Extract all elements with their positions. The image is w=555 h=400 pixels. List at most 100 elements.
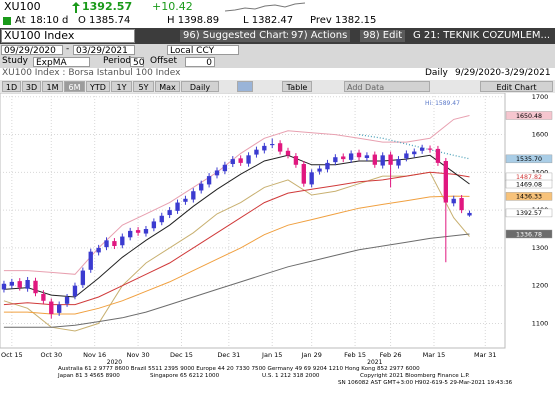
candle-body	[443, 161, 448, 203]
period-label: Period	[103, 56, 132, 66]
add-data[interactable]: Add Data	[344, 81, 430, 92]
period-row: 1D 3D 1M 6M YTD 1Y 5Y Max Daily Table Ad…	[0, 80, 555, 93]
candle-body	[325, 162, 330, 170]
ma-line	[3, 233, 470, 328]
period-button[interactable]: YTD	[86, 81, 110, 92]
y-tick-label: 1100	[532, 319, 549, 327]
candle-body	[214, 170, 220, 176]
value-tag-label: 1436.33	[516, 194, 542, 201]
start-date[interactable]: 09/29/2020	[1, 45, 63, 56]
ma-line	[3, 115, 470, 275]
value-tag-label: 1392.57	[516, 210, 542, 217]
edit-chart[interactable]: Edit Chart	[480, 81, 553, 92]
study-row: Study ExpMA Period 50 Offset 0	[0, 56, 555, 68]
period-button[interactable]: 1M	[42, 81, 63, 92]
open: O 1385.74	[78, 15, 131, 26]
up-arrow	[72, 2, 80, 13]
value-tag-label: 1650.48	[516, 113, 542, 120]
chart: Australia 61 2 9777 8600 Brazil 5511 239…	[0, 93, 553, 386]
change: +10.42	[152, 0, 193, 13]
year-label: 2020	[107, 359, 122, 366]
candle-body	[404, 153, 409, 159]
ma-line	[3, 171, 470, 332]
candle-body	[222, 164, 228, 172]
span: 9/29/2020-3/29/2021	[455, 68, 551, 78]
study-select[interactable]: ExpMA	[33, 57, 90, 68]
ohlc-row: At 18:10 d O 1385.74 H 1398.89 L 1382.47…	[0, 14, 555, 28]
period-field[interactable]: 50	[130, 57, 144, 68]
candle-body	[49, 301, 54, 314]
candle-body	[199, 183, 204, 191]
candle-body	[183, 198, 188, 202]
y-tick-label: 1700	[532, 93, 549, 101]
time-label: At	[15, 15, 26, 26]
candle-body	[80, 270, 86, 285]
footer: SN 106082 AST GMT+3:00 H902-619-5 29-Mar…	[338, 380, 513, 386]
value-tag	[505, 192, 553, 201]
footer: Copyright 2021 Bloomberg Finance L.P.	[360, 373, 470, 379]
candle-body	[380, 155, 385, 166]
chart-icon[interactable]	[237, 81, 253, 92]
y-tick-label: 1600	[532, 131, 549, 139]
candle-body	[254, 149, 259, 155]
candle-body	[356, 152, 362, 158]
period-button[interactable]: 5Y	[133, 81, 154, 92]
prev: Prev 1382.15	[310, 15, 377, 26]
x-tick-label: Nov 16	[83, 351, 106, 359]
toolbar-button[interactable]: 97) Actions	[288, 30, 351, 42]
footer: Japan 81 3 4565 8900	[57, 373, 120, 379]
candle-body	[167, 210, 172, 216]
footer: Singapore 65 6212 1000	[150, 373, 220, 379]
candle-body	[293, 156, 299, 165]
candle-body	[238, 158, 243, 163]
period-button[interactable]: 6M	[64, 81, 85, 92]
description: XU100 Index : Borsa Istanbul 100 Index	[2, 68, 181, 78]
candle-body	[341, 156, 346, 160]
period-button[interactable]: 1D	[2, 81, 21, 92]
security-field[interactable]: XU100 Index	[1, 29, 135, 43]
offset-field[interactable]: 0	[185, 57, 215, 68]
candle-body	[333, 157, 338, 163]
value-tag	[505, 154, 553, 164]
candle-body	[301, 164, 306, 184]
x-tick-label: Dec 31	[217, 351, 240, 359]
table-button[interactable]: Table	[282, 81, 312, 92]
candle-body	[348, 153, 354, 160]
x-tick-label: Mar 15	[423, 351, 446, 359]
candle-body	[104, 240, 109, 248]
candle-body	[467, 212, 472, 216]
low: L 1382.47	[243, 15, 294, 26]
high: H 1398.89	[167, 15, 220, 26]
toolbar-button[interactable]: 98) Edit	[360, 30, 406, 42]
candle-body	[451, 198, 456, 204]
x-tick-label: Nov 30	[127, 351, 150, 359]
toolbar-button[interactable]: 96) Suggested Charts	[180, 30, 295, 42]
value-tag-label: 1487.82	[516, 174, 542, 181]
candle-body	[427, 148, 433, 150]
status-dot	[3, 17, 11, 25]
interval-select[interactable]: Daily	[181, 81, 219, 92]
candle-body	[412, 151, 417, 155]
candle-body	[372, 154, 377, 165]
x-tick-label: Dec 15	[170, 351, 193, 359]
candle-body	[41, 293, 46, 301]
candle-body	[270, 144, 275, 146]
ma-line	[358, 133, 470, 160]
candle-body	[96, 247, 101, 253]
candle-body	[151, 221, 157, 229]
candle-body	[57, 304, 62, 313]
candle-body	[1, 283, 7, 290]
period-button[interactable]: 1Y	[111, 81, 132, 92]
y-tick-label: 1200	[532, 282, 549, 290]
candle-body	[277, 143, 283, 152]
x-tick-label: Jan 29	[301, 351, 322, 359]
currency[interactable]: Local CCY	[167, 45, 239, 56]
ma-line	[3, 171, 470, 306]
end-date[interactable]: 03/29/2021	[73, 45, 135, 56]
period-button[interactable]: Max	[155, 81, 180, 92]
period-button[interactable]: 3D	[22, 81, 41, 92]
candle-body	[33, 280, 38, 294]
candle-body	[175, 202, 180, 211]
offset-label: Offset	[150, 56, 178, 66]
